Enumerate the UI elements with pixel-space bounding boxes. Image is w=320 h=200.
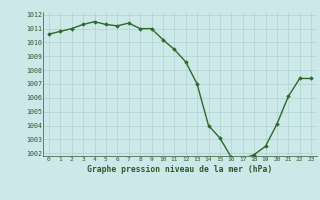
X-axis label: Graphe pression niveau de la mer (hPa): Graphe pression niveau de la mer (hPa) xyxy=(87,165,273,174)
